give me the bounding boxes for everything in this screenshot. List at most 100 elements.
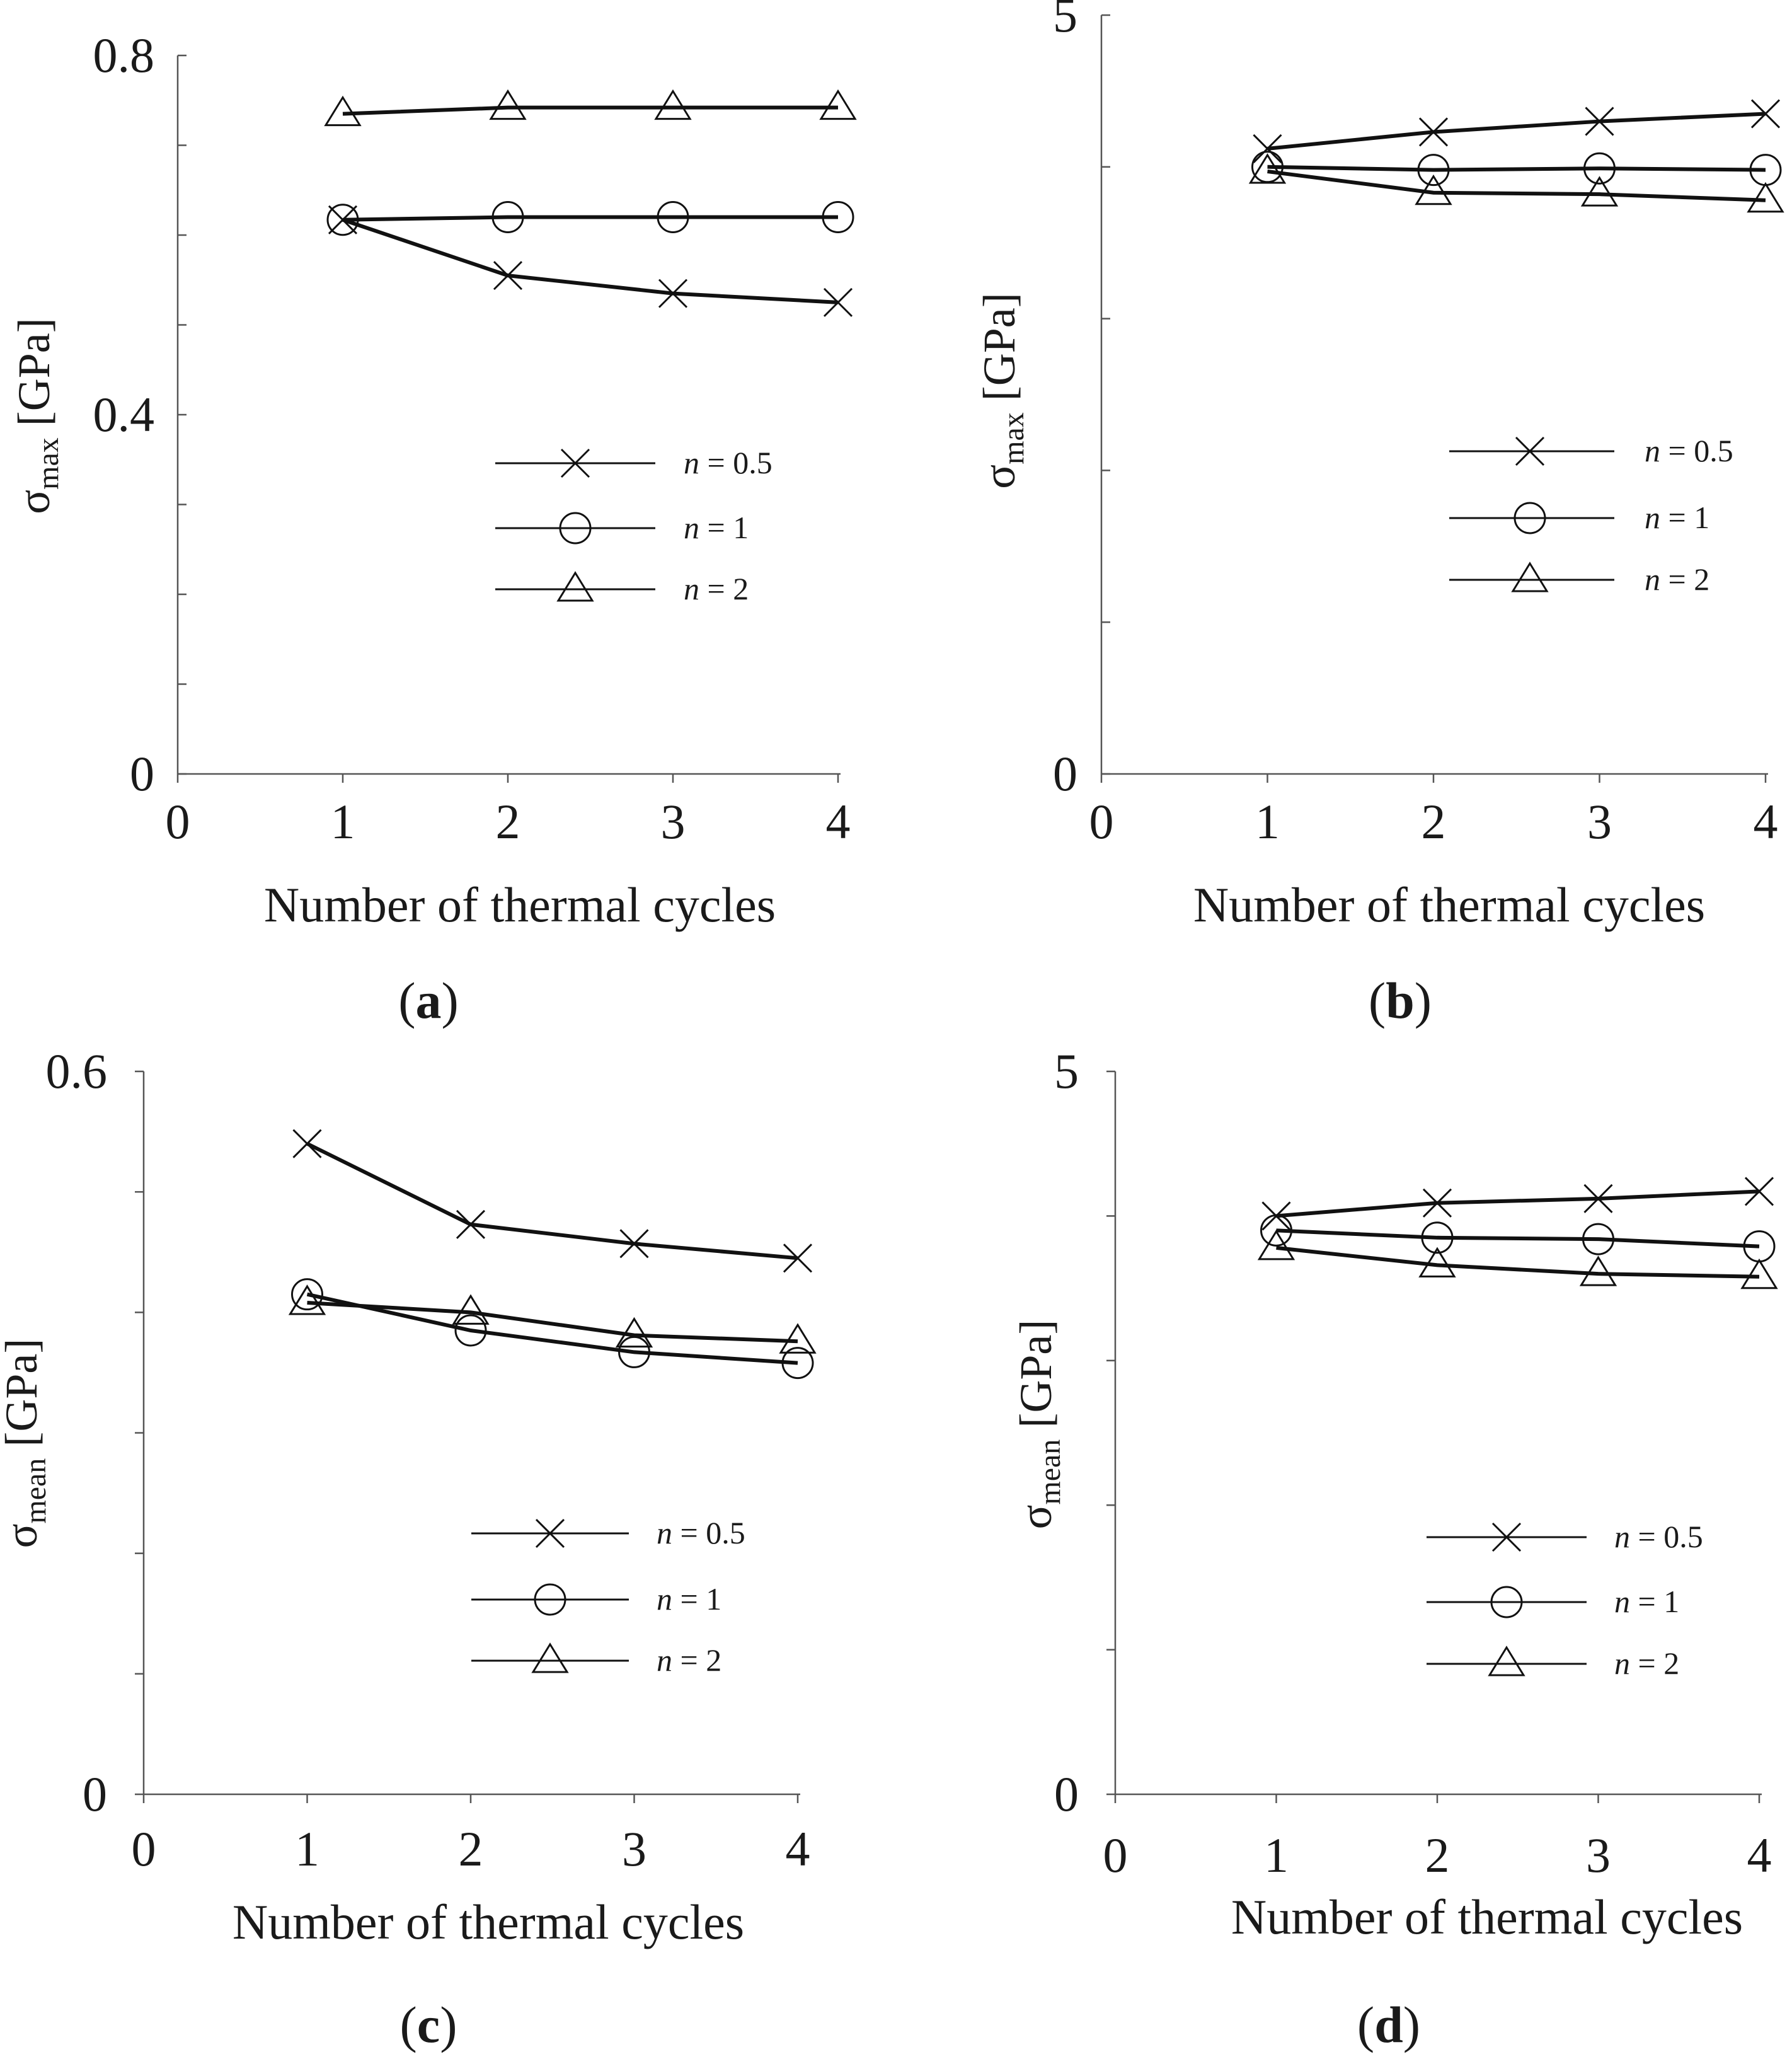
data-point-x [1422,1188,1452,1218]
series-line-triangle [307,1301,798,1344]
x-tick-label: 4 [786,1821,810,1876]
data-point-circle [1421,1221,1454,1254]
x-tick-label: 2 [1422,794,1446,849]
x-tick-label: 3 [1587,794,1612,849]
data-point-x [456,1209,486,1239]
series-line-triangle [1267,170,1766,202]
x-tick-label: 1 [1255,794,1280,849]
y-axis-label: σmean [GPa] [1011,1320,1067,1530]
x-tick-label: 0 [132,1821,156,1876]
panel-label: (c) [399,1996,457,2053]
legend-marker-circle [559,512,592,545]
data-point-triangle [452,1294,490,1325]
x-tick-label: 3 [661,794,686,849]
data-point-triangle [1579,1255,1617,1286]
legend-entry: n = 2 [1614,1646,1679,1681]
series-line-triangle [342,105,838,116]
legend-marker-triangle [556,571,594,602]
y-tick-label: 0.8 [93,28,155,83]
series-line-circle [306,1292,798,1365]
legend-entry: n = 2 [1645,562,1709,597]
data-point-circle [291,1278,323,1311]
x-tick-label: 0 [1089,794,1114,849]
chart-panel-c: 0 1 2 3 4 0 0.6 Number of thermal cycles σmean [… [0,1044,817,2053]
data-point-triangle [1415,174,1452,205]
legend-entry: n = 1 [1614,1584,1679,1619]
legend-marker-x [1515,436,1545,466]
x-tick-label: 0 [1103,1828,1128,1883]
y-axis-label: σmean [GPa] [0,1339,52,1549]
y-tick-label: 0 [83,1767,107,1821]
chart-panel-a: 0 1 2 3 4 0 0.4 0.8 Number of thermal cycles σmax… [9,28,857,1029]
data-point-circle [454,1314,487,1347]
legend-marker-x [560,448,590,478]
data-point-circle [326,204,359,236]
legend-marker-circle [534,1583,566,1616]
data-point-triangle [1418,1247,1456,1278]
legend-entry: n = 0.5 [684,445,773,480]
data-point-x [1583,1184,1613,1213]
series-line-x [342,217,839,304]
x-tick-label: 0 [166,794,190,849]
data-point-circle [1582,1223,1614,1255]
legend-marker-triangle [1488,1646,1525,1676]
data-point-triangle [1248,153,1287,184]
series-line-circle [342,215,838,222]
data-point-circle [1417,154,1450,187]
legend-entry: n = 0.5 [657,1515,745,1550]
series-line-x [306,1142,798,1260]
series-line-circle [1267,164,1766,172]
data-point-circle [657,201,689,233]
series-line-x [1276,1189,1760,1218]
y-axis-label: σmax [GPa] [974,292,1030,488]
legend-entry: n = 1 [657,1581,721,1617]
x-tick-label: 1 [295,1821,319,1876]
panel-label: (a) [398,972,459,1029]
x-tick-label: 4 [1754,794,1778,849]
legend-marker-x [535,1518,565,1549]
y-tick-label: 5 [1053,0,1077,42]
data-point-x [823,287,853,317]
data-point-x [1585,107,1614,136]
data-point-circle [1260,1214,1292,1247]
y-tick-label: 0 [1053,746,1077,801]
legend-entry: n = 0.5 [1614,1519,1703,1554]
chart-panel-b: 0 1 2 3 4 0 5 Number of thermal cycles σmax [GPa… [974,0,1784,1029]
data-point-triangle [288,1284,326,1315]
data-point-triangle [779,1323,817,1354]
series-line-circle [1276,1228,1760,1249]
data-point-x [619,1229,649,1259]
data-point-x [1750,99,1781,129]
x-tick-label: 1 [1264,1828,1289,1883]
data-point-triangle [489,89,527,120]
data-point-triangle [1580,176,1619,207]
legend-entry: n = 1 [684,510,749,545]
y-tick-label: 0.4 [93,387,155,442]
legend-marker-circle [1490,1586,1523,1618]
data-point-triangle [324,95,362,127]
data-point-x [658,279,688,308]
legend-entry: n = 1 [1645,500,1709,535]
legend-marker-circle [1513,502,1546,534]
data-point-x [1418,117,1449,147]
y-tick-label: 0.6 [46,1044,108,1099]
x-tick-label: 2 [459,1821,483,1876]
legend-entry: n = 0.5 [1645,433,1733,468]
x-tick-label: 3 [622,1821,646,1876]
data-point-x [493,261,523,291]
data-point-triangle [654,89,692,120]
data-point-triangle [1257,1230,1295,1260]
chart-panel-d: 0 1 2 3 4 0 5 Number of thermal cycles σmean [GP… [1011,1044,1778,2053]
data-point-triangle [819,89,857,120]
legend-marker-triangle [1511,562,1549,592]
data-point-triangle [615,1317,653,1348]
data-point-triangle [1740,1258,1778,1289]
series-line-x [1267,112,1766,151]
data-point-x [1744,1177,1774,1206]
y-tick-label: 0 [130,746,154,801]
series-line-triangle [1276,1245,1760,1279]
data-point-x [292,1129,322,1158]
panel-label: (b) [1369,972,1432,1029]
x-tick-label: 4 [1747,1828,1772,1883]
